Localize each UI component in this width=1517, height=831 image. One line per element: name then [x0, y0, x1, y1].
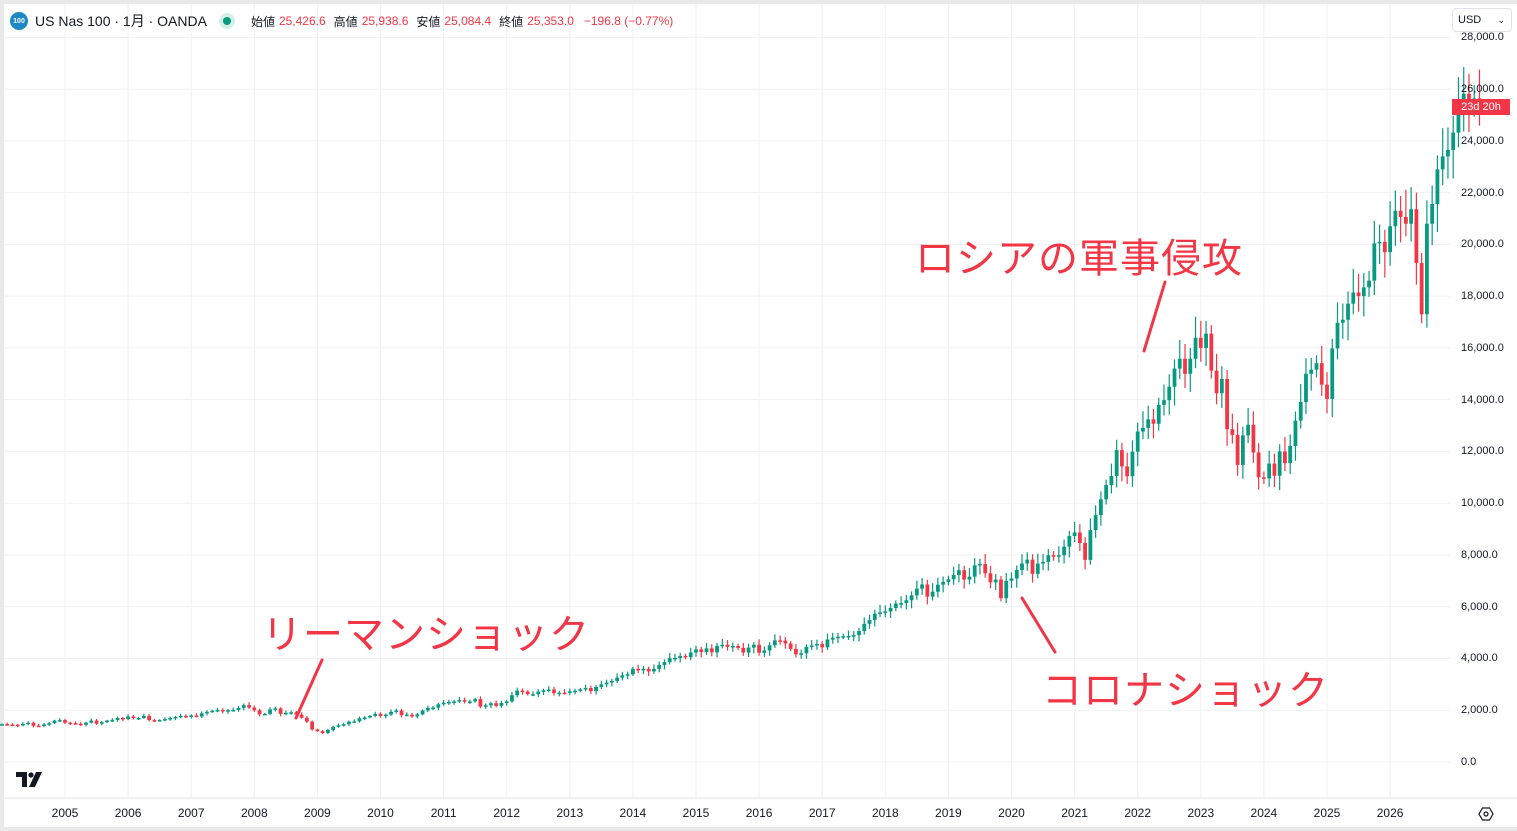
price-tick-label: 0.0 [1461, 756, 1477, 768]
open-value: 25,426.6 [278, 14, 326, 28]
time-tick-label: 2006 [114, 806, 142, 820]
time-tick-label: 2008 [240, 806, 268, 820]
symbol-badge-icon: 100 [10, 12, 28, 30]
time-tick-label: 2021 [1061, 806, 1088, 820]
price-tick-label: 14,000.0 [1461, 393, 1504, 406]
low-value: 25,084.4 [444, 14, 492, 28]
settings-icon[interactable] [1478, 806, 1494, 822]
price-tick-label: 22,000.0 [1461, 186, 1504, 199]
chart-legend: 100 US Nas 100 · 1月 · OANDA 始値 25,426.6 高… [10, 8, 673, 34]
high-label: 高値 [333, 14, 358, 29]
time-tick-label: 2018 [871, 806, 899, 820]
time-tick-label: 2020 [998, 806, 1025, 820]
time-tick-label: 2025 [1313, 806, 1341, 820]
price-tick-label: 12,000.0 [1461, 445, 1504, 458]
price-tick-label: 8,000.0 [1461, 548, 1498, 561]
annotation-russia-invasion[interactable]: ロシアの軍事侵攻 [915, 236, 1243, 282]
time-tick-label: 2017 [808, 806, 836, 820]
time-tick-label: 2012 [493, 806, 521, 820]
open-label: 始値 [250, 14, 275, 29]
price-tick-label: 20,000.0 [1461, 238, 1504, 251]
price-tick-label: 24,000.0 [1461, 134, 1504, 147]
time-tick-label: 2007 [177, 806, 205, 820]
price-tick-label: 28,000.0 [1461, 31, 1504, 44]
time-tick-label: 2019 [935, 806, 962, 820]
close-value: 25,353.0 [527, 14, 574, 28]
change-value: −196.8 (−0.77%) [583, 14, 674, 28]
price-tick-label: 26,000.0 [1461, 83, 1504, 96]
time-tick-label: 2005 [51, 806, 79, 820]
price-tick-label: 2,000.0 [1461, 704, 1498, 717]
low-label: 安値 [416, 14, 441, 29]
time-tick-label: 2015 [682, 806, 710, 820]
time-tick-label: 2009 [304, 806, 331, 820]
annotation-lehman-shock[interactable]: リーマンショック [262, 612, 590, 658]
chevron-down-icon: ⌄ [1497, 14, 1505, 25]
high-value: 25,938.6 [361, 14, 409, 28]
symbol-title[interactable]: US Nas 100 · 1月 · OANDA [35, 13, 207, 29]
time-tick-label: 2022 [1124, 806, 1152, 820]
price-tick-label: 16,000.0 [1461, 341, 1504, 354]
price-tick-label: 18,000.0 [1461, 290, 1504, 303]
time-tick-label: 2014 [619, 806, 647, 820]
currency-value: USD [1458, 14, 1482, 26]
time-tick-label: 2026 [1376, 806, 1404, 820]
currency-select[interactable]: USD ⌄ [1452, 8, 1512, 32]
price-tick-label: 6,000.0 [1461, 600, 1498, 613]
tradingview-logo-icon[interactable] [16, 772, 46, 788]
time-tick-label: 2016 [745, 806, 773, 820]
close-label: 終値 [499, 14, 524, 29]
market-open-status-icon [218, 13, 235, 29]
time-tick-label: 2024 [1250, 806, 1278, 820]
time-tick-label: 2010 [367, 806, 394, 820]
price-tick-label: 4,000.0 [1461, 652, 1498, 665]
price-tick-label: 10,000.0 [1461, 497, 1504, 510]
annotation-corona-shock[interactable]: コロナショック [1042, 668, 1329, 714]
time-tick-label: 2023 [1187, 806, 1215, 820]
bar-countdown-label: 23d 20h [1452, 99, 1510, 115]
time-tick-label: 2011 [430, 806, 457, 820]
time-tick-label: 2013 [556, 806, 584, 820]
